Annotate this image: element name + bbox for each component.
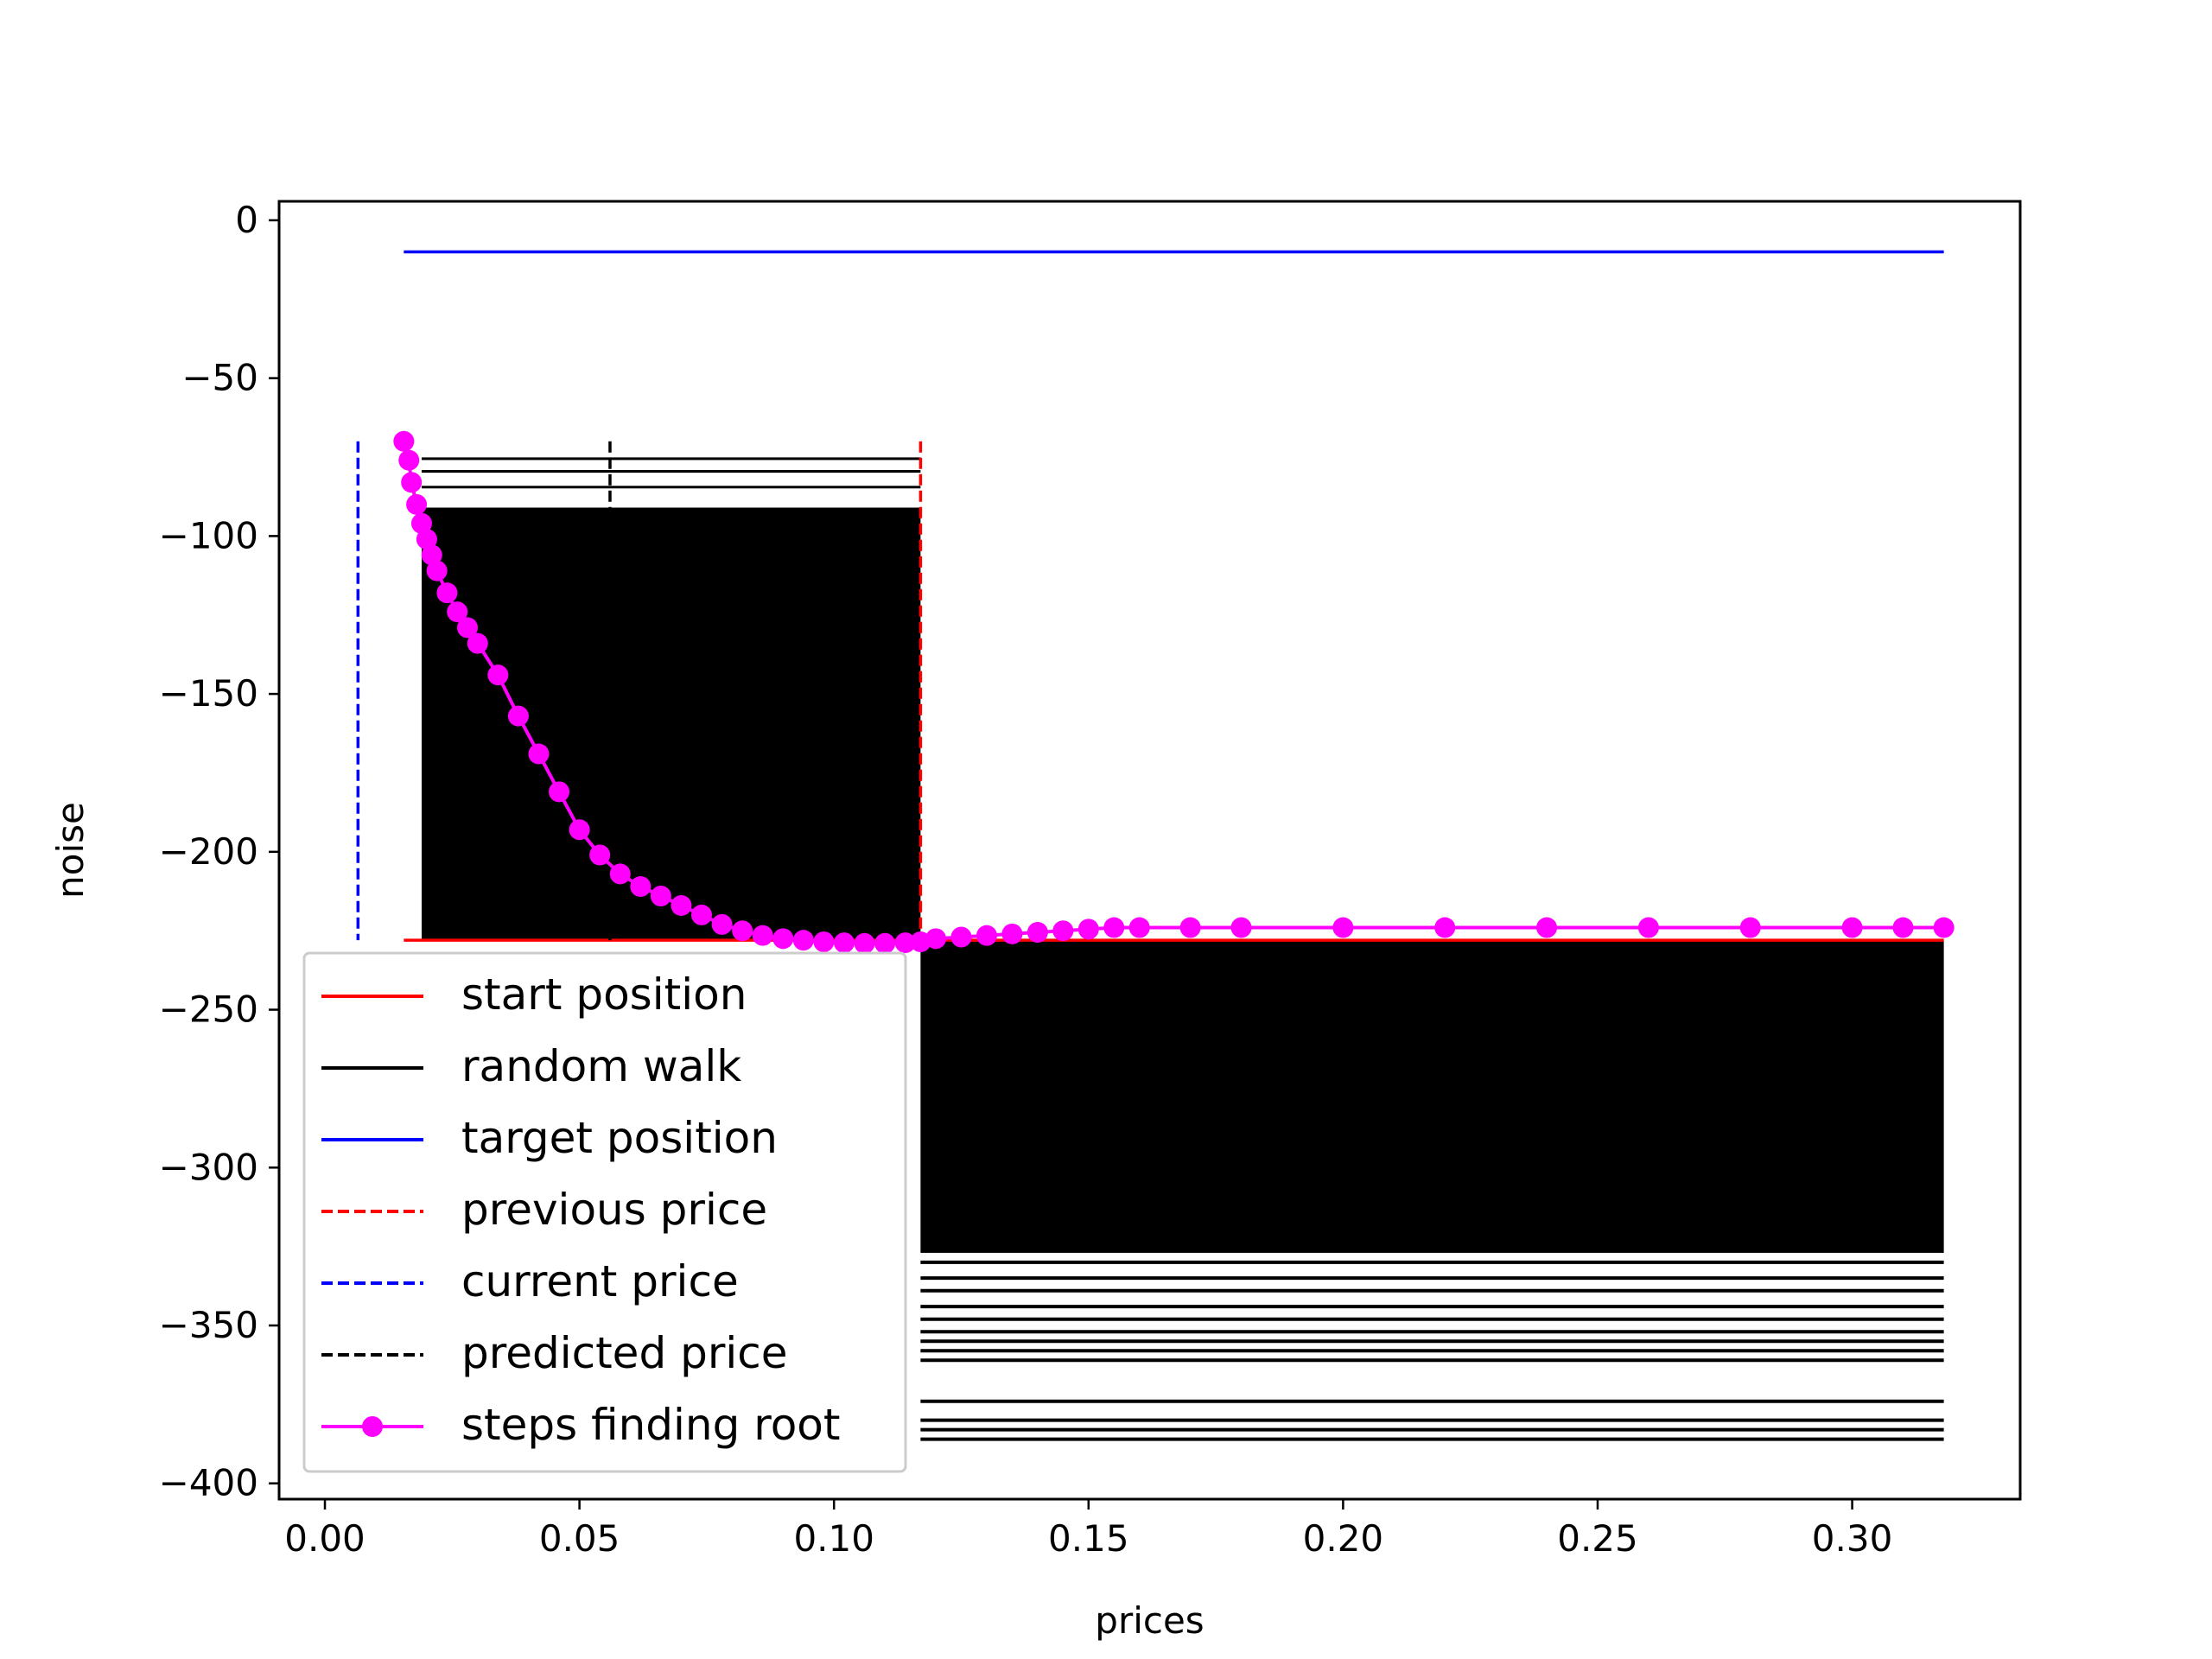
legend-label: previous price bbox=[461, 1185, 767, 1235]
steps-finding-root-point bbox=[1077, 918, 1099, 940]
random-walk-lower-band bbox=[920, 940, 1944, 1253]
x-tick-label: 0.20 bbox=[1303, 1517, 1384, 1560]
legend-box bbox=[302, 951, 907, 1473]
x-tick-label: 0.05 bbox=[539, 1517, 620, 1560]
steps-finding-root-point bbox=[1230, 917, 1252, 938]
steps-finding-root-point bbox=[1841, 917, 1863, 938]
steps-finding-root-point bbox=[711, 913, 733, 935]
steps-finding-root-point bbox=[1332, 917, 1354, 938]
x-tick-label: 0.00 bbox=[284, 1517, 365, 1560]
steps-finding-root-point bbox=[1637, 917, 1659, 938]
steps-finding-root-point bbox=[1933, 917, 1955, 938]
x-tick-label: 0.25 bbox=[1557, 1517, 1638, 1560]
reference-lines bbox=[356, 250, 1944, 942]
legend-label: steps finding root bbox=[461, 1400, 840, 1450]
steps-finding-root-point bbox=[1128, 917, 1150, 938]
steps-finding-root-point bbox=[456, 617, 478, 639]
steps-finding-root-point bbox=[393, 430, 415, 452]
random-walk-upper-band bbox=[421, 507, 921, 941]
steps-finding-root-point bbox=[1179, 917, 1201, 938]
y-tick-label: −400 bbox=[159, 1462, 258, 1504]
steps-finding-root-point bbox=[925, 928, 947, 950]
steps-finding-root-point bbox=[833, 932, 855, 954]
steps-finding-root-point bbox=[1027, 922, 1048, 944]
legend-label: current price bbox=[461, 1256, 739, 1306]
legend-label: predicted price bbox=[461, 1328, 788, 1378]
steps-finding-root-point bbox=[950, 926, 972, 948]
legend-label: random walk bbox=[461, 1041, 741, 1091]
x-tick-label: 0.10 bbox=[793, 1517, 874, 1560]
steps-finding-root-point bbox=[1434, 917, 1456, 938]
steps-finding-root-point bbox=[976, 925, 997, 946]
steps-finding-root-point bbox=[1103, 917, 1125, 938]
steps-finding-root-point bbox=[609, 863, 631, 885]
steps-finding-root-point bbox=[569, 819, 590, 841]
steps-finding-root-point bbox=[1001, 923, 1023, 944]
steps-finding-root-point bbox=[549, 781, 570, 803]
x-axis-ticks: 0.00 0.05 0.10 0.15 0.20 0.25 0.30 bbox=[284, 1499, 1892, 1560]
steps-finding-root-point bbox=[589, 844, 611, 866]
y-tick-label: −350 bbox=[159, 1304, 258, 1346]
steps-finding-root-point bbox=[1536, 917, 1558, 938]
steps-finding-root-point bbox=[732, 920, 753, 942]
steps-finding-root-point bbox=[1892, 917, 1914, 938]
legend-label: start position bbox=[461, 969, 747, 1020]
x-tick-label: 0.30 bbox=[1812, 1517, 1893, 1560]
steps-finding-root-point bbox=[507, 705, 529, 727]
y-tick-label: −50 bbox=[181, 357, 258, 399]
steps-finding-root-point bbox=[691, 904, 713, 925]
y-tick-label: −150 bbox=[159, 672, 258, 715]
random-walk-series bbox=[421, 457, 1944, 1441]
plot-area-frame bbox=[277, 200, 2022, 1501]
steps-finding-root-point bbox=[398, 449, 420, 471]
steps-finding-root-point bbox=[813, 931, 835, 952]
y-tick-label: −250 bbox=[159, 988, 258, 1031]
steps-finding-root-point bbox=[630, 876, 652, 898]
y-tick-label: −300 bbox=[159, 1146, 258, 1188]
x-tick-label: 0.15 bbox=[1048, 1517, 1129, 1560]
steps-finding-root-point bbox=[406, 493, 428, 515]
y-axis-label: noise bbox=[49, 802, 92, 899]
steps-finding-root-point bbox=[421, 544, 442, 566]
steps-finding-root-point bbox=[1052, 920, 1074, 942]
steps-finding-root-point bbox=[410, 512, 432, 534]
steps-finding-root-point bbox=[854, 932, 875, 954]
steps-finding-root-point bbox=[792, 930, 814, 951]
legend-marker bbox=[362, 1416, 383, 1437]
steps-finding-root-point bbox=[487, 664, 509, 686]
legend-label: target position bbox=[461, 1113, 778, 1163]
steps-finding-root-point bbox=[671, 894, 692, 916]
steps-finding-root-point bbox=[447, 601, 468, 623]
steps-finding-root-point bbox=[436, 582, 458, 604]
y-tick-label: −200 bbox=[159, 830, 258, 873]
steps-finding-root-series bbox=[393, 430, 1955, 954]
steps-finding-root-point bbox=[752, 925, 773, 946]
steps-finding-root-point bbox=[401, 472, 423, 493]
y-axis-ticks: 0 −50 −100 −150 −200 −250 −300 −350 −400 bbox=[159, 199, 279, 1504]
steps-finding-root-point bbox=[528, 743, 550, 765]
legend: start position random walk target position… bbox=[302, 951, 907, 1473]
steps-finding-root-point bbox=[650, 885, 671, 906]
steps-finding-root-point bbox=[894, 932, 916, 954]
steps-finding-root-point bbox=[426, 560, 448, 582]
steps-finding-root-point bbox=[874, 932, 896, 954]
steps-finding-root-point bbox=[772, 928, 794, 950]
steps-finding-root-point bbox=[467, 632, 488, 654]
x-axis-label: prices bbox=[1095, 1599, 1204, 1642]
y-tick-label: −100 bbox=[159, 514, 258, 556]
steps-finding-root-point bbox=[1739, 917, 1761, 938]
steps-finding-root-point bbox=[416, 529, 437, 550]
y-tick-label: 0 bbox=[235, 199, 258, 241]
